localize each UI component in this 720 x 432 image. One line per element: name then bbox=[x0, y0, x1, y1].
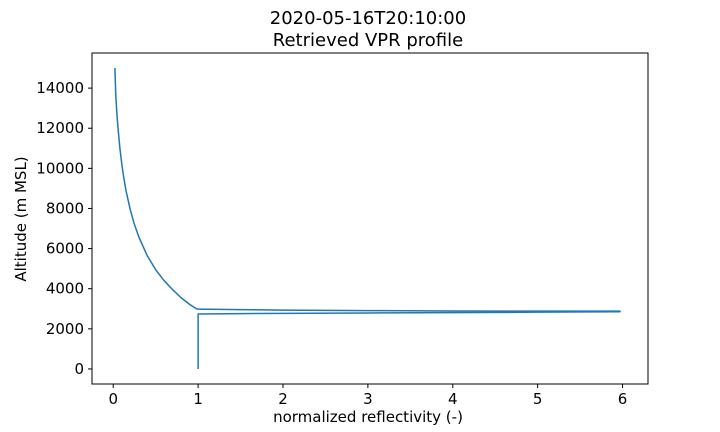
y-tick-label: 6000 bbox=[46, 240, 84, 258]
x-tick-label: 4 bbox=[448, 390, 458, 408]
y-tick-label: 0 bbox=[74, 360, 84, 378]
plot-area-frame bbox=[91, 52, 649, 385]
y-axis: 0 2000 4000 6000 8000 10000 12000 14000 bbox=[36, 79, 92, 378]
x-tick-label: 6 bbox=[618, 390, 628, 408]
y-axis-label: Altitude (m MSL) bbox=[12, 156, 30, 281]
y-tick-label: 12000 bbox=[36, 119, 84, 137]
x-axis-label: normalized reflectivity (-) bbox=[273, 408, 463, 426]
chart-subtitle: Retrieved VPR profile bbox=[273, 30, 463, 51]
x-axis: 0 1 2 3 4 5 6 bbox=[108, 384, 627, 408]
y-tick-label: 10000 bbox=[36, 159, 84, 177]
x-tick-label: 2 bbox=[278, 390, 288, 408]
vpr-profile-line bbox=[114, 68, 621, 369]
x-tick-label: 5 bbox=[533, 390, 543, 408]
x-tick-label: 1 bbox=[193, 390, 203, 408]
x-tick-label: 0 bbox=[108, 390, 118, 408]
y-tick-label: 4000 bbox=[46, 280, 84, 298]
y-tick-label: 14000 bbox=[36, 79, 84, 97]
chart-title: 2020-05-16T20:10:00 bbox=[270, 8, 466, 29]
y-tick-label: 8000 bbox=[46, 199, 84, 217]
x-tick-label: 3 bbox=[363, 390, 373, 408]
y-tick-label: 2000 bbox=[46, 320, 84, 338]
